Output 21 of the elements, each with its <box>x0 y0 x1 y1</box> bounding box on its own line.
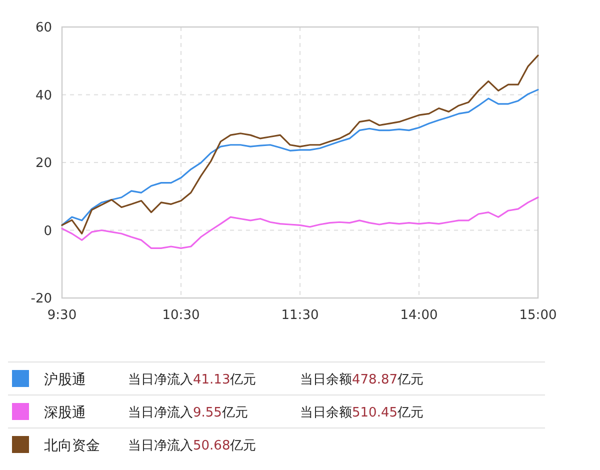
text: 当日余额510.45亿元 <box>300 406 424 421</box>
text: 当日净流入50.68亿元 <box>128 438 256 454</box>
line-series <box>61 54 539 234</box>
x-tick-label: 14:00 <box>400 308 438 323</box>
y-tick-label: -20 <box>30 292 52 307</box>
y-tick-label: 60 <box>35 20 52 36</box>
y-tick-label: 0 <box>44 224 52 239</box>
text: 当日净流入9.55亿元 <box>128 404 248 421</box>
legend-label: 深股通 <box>44 404 86 421</box>
line-series <box>61 196 539 250</box>
x-tick-label: 9:30 <box>47 308 77 323</box>
x-tick-label: 11:30 <box>281 308 319 323</box>
y-tick-label: 20 <box>35 156 52 172</box>
legend-label: 北向资金 <box>44 438 100 454</box>
text: 当日余额478.87亿元 <box>300 372 424 388</box>
x-tick-label: 10:30 <box>162 308 200 323</box>
legend-label: 沪股通 <box>44 372 86 388</box>
x-tick-label: 15:00 <box>519 308 557 323</box>
text: 当日净流入41.13亿元 <box>128 372 256 388</box>
y-tick-label: 40 <box>35 88 52 104</box>
line-series <box>61 88 539 226</box>
